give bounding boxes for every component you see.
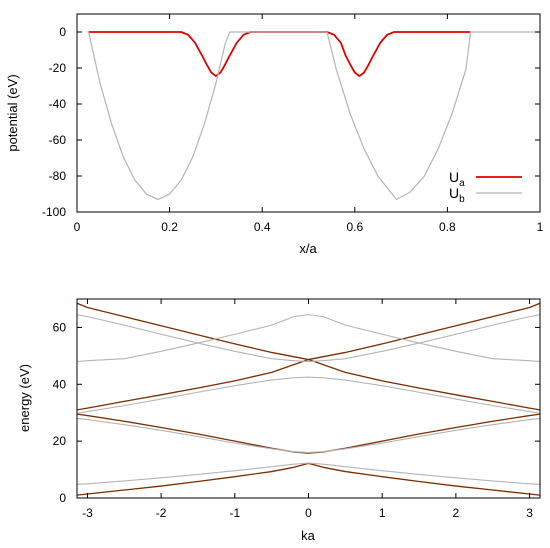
band-series-7 <box>77 314 540 363</box>
band-series-6 <box>77 376 540 414</box>
potential-panel: 0 0.2 0.4 0.6 0.8 1 0 -20 -40 -60 -80 -100 x/a pot… <box>5 13 544 256</box>
potential-curves <box>87 31 540 200</box>
legend-item-ua: Ua <box>449 169 522 189</box>
potential-y-tick-label: -40 <box>49 97 67 111</box>
potential-x-axis-label: x/a <box>299 241 317 256</box>
potential-plot-frame <box>76 13 541 213</box>
band-x-tick-label: 0 <box>305 506 312 520</box>
band-plot-frame <box>76 298 541 499</box>
band-curves <box>77 302 540 496</box>
potential-x-tick-label: 0 <box>74 220 81 234</box>
band-series-3 <box>77 302 540 411</box>
band-series-4 <box>77 462 540 485</box>
band-x-tick-label: 1 <box>379 506 386 520</box>
potential-x-tick-label: 0.8 <box>439 220 456 234</box>
band-series-5 <box>77 417 540 454</box>
potential-x-ticks: 0 0.2 0.4 0.6 0.8 1 <box>74 14 544 234</box>
legend-ub-name: U <box>449 185 459 201</box>
band-y-tick-label: 20 <box>53 434 67 448</box>
band-y-tick-label: 40 <box>53 377 67 391</box>
legend: Ua Ub <box>449 169 522 205</box>
legend-ua-name: U <box>449 169 459 185</box>
potential-y-tick-label: 0 <box>59 25 66 39</box>
band-panel: -3 -2 -1 0 1 2 3 0 20 40 60 ka energy (eV) <box>17 298 541 543</box>
band-y-ticks: 0 20 40 60 <box>53 320 540 505</box>
legend-item-ub: Ub <box>449 185 522 205</box>
potential-x-tick-label: 0.2 <box>161 220 178 234</box>
potential-y-tick-label: -20 <box>49 61 67 75</box>
potential-series-0 <box>88 31 471 77</box>
potential-x-tick-label: 1 <box>537 220 544 234</box>
potential-series-1 <box>87 31 540 200</box>
band-y-tick-label: 0 <box>59 491 66 505</box>
band-series-2 <box>77 302 540 411</box>
potential-y-tick-label: -100 <box>42 205 66 219</box>
band-x-tick-label: -1 <box>229 506 240 520</box>
svg-text:Ub: Ub <box>449 185 465 205</box>
band-x-tick-label: -3 <box>82 506 93 520</box>
band-x-tick-label: -2 <box>156 506 167 520</box>
legend-ua-subscript: a <box>459 178 465 189</box>
potential-x-tick-label: 0.4 <box>254 220 271 234</box>
potential-x-tick-label: 0.6 <box>346 220 363 234</box>
potential-y-axis-label: potential (eV) <box>5 74 20 151</box>
potential-y-tick-label: -80 <box>49 169 67 183</box>
potential-y-ticks: 0 -20 -40 -60 -80 -100 <box>42 25 540 219</box>
band-x-tick-label: 3 <box>526 506 533 520</box>
band-x-tick-label: 2 <box>453 506 460 520</box>
band-y-tick-label: 60 <box>53 320 67 334</box>
band-x-ticks: -3 -2 -1 0 1 2 3 <box>82 299 533 520</box>
svg-text:Ua: Ua <box>449 169 465 189</box>
band-series-8 <box>77 314 540 363</box>
potential-y-tick-label: -60 <box>49 133 67 147</box>
band-x-axis-label: ka <box>301 528 316 543</box>
band-y-axis-label: energy (eV) <box>17 364 32 432</box>
band-series-1 <box>77 413 540 454</box>
legend-ub-subscript: b <box>459 194 465 205</box>
